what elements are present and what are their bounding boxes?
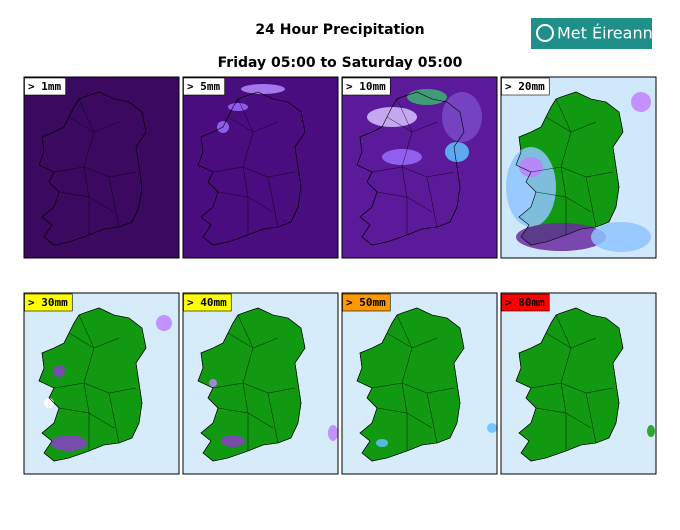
rain-area [647, 425, 655, 437]
rain-area [367, 107, 417, 127]
panel-label-box [183, 293, 232, 312]
panel-border [341, 76, 498, 259]
logo-box [531, 18, 652, 49]
map-panel: > 30mm [23, 292, 180, 475]
panel-label-box [501, 77, 550, 96]
panel-border [341, 292, 498, 475]
rain-area [44, 398, 54, 408]
panel-border [23, 76, 180, 259]
panel-label: > 5mm [187, 80, 220, 93]
rain-area [53, 365, 65, 377]
panel-label: > 30mm [28, 296, 68, 309]
panel-label: > 10mm [346, 80, 386, 93]
panel-border [182, 76, 339, 259]
logo-icon [536, 24, 554, 42]
map-panel: > 40mm [182, 292, 339, 475]
rain-area [376, 439, 388, 447]
map-panel: > 80mm [500, 292, 657, 475]
panel-label: > 80mm [505, 296, 545, 309]
rain-area [221, 435, 245, 447]
title: 24 Hour Precipitation [255, 22, 424, 38]
panel-label: > 20mm [505, 80, 545, 93]
rain-area [156, 315, 172, 331]
rain-area [382, 149, 422, 165]
rain-area [209, 379, 217, 387]
rain-area [487, 423, 497, 433]
rain-area [445, 142, 469, 162]
rain-area [407, 89, 447, 105]
panel-border [500, 76, 657, 259]
panel-label-box [24, 77, 66, 96]
map-panel: > 10mm [341, 76, 498, 259]
rain-area [328, 425, 338, 441]
rain-area [51, 435, 87, 451]
panel-label-box [342, 77, 391, 96]
map-panel: > 50mm [341, 292, 498, 475]
map [501, 293, 656, 474]
panels: > 1mm > 5mm > 10mm > 20mm > 30mm > 40mm > 50mm… [23, 76, 657, 475]
rain-area [241, 84, 285, 94]
panel-label-box [24, 293, 73, 312]
map [24, 293, 179, 474]
map-panel: > 5mm [182, 76, 339, 259]
panel-border [182, 292, 339, 475]
logo-text: Met Éireann [557, 24, 653, 43]
panel-label: > 50mm [346, 296, 386, 309]
rain-area [631, 92, 651, 112]
map-panel: > 20mm [500, 76, 657, 259]
panel-label-box [342, 293, 391, 312]
subtitle: Friday 05:00 to Saturday 05:00 [218, 55, 463, 71]
map [342, 77, 497, 258]
rain-area [591, 222, 651, 252]
map [183, 293, 338, 474]
rain-area [519, 157, 543, 177]
map-panel: > 1mm [23, 76, 180, 259]
panel-border [23, 292, 180, 475]
panel-border [500, 292, 657, 475]
map [183, 77, 338, 258]
panel-label-box [183, 77, 225, 96]
rain-area [228, 103, 248, 111]
rain-area [442, 92, 482, 142]
panel-label-box [501, 293, 550, 312]
panel-label: > 40mm [187, 296, 227, 309]
map [501, 77, 656, 258]
panel-label: > 1mm [28, 80, 61, 93]
map [24, 77, 179, 258]
map [342, 293, 497, 474]
